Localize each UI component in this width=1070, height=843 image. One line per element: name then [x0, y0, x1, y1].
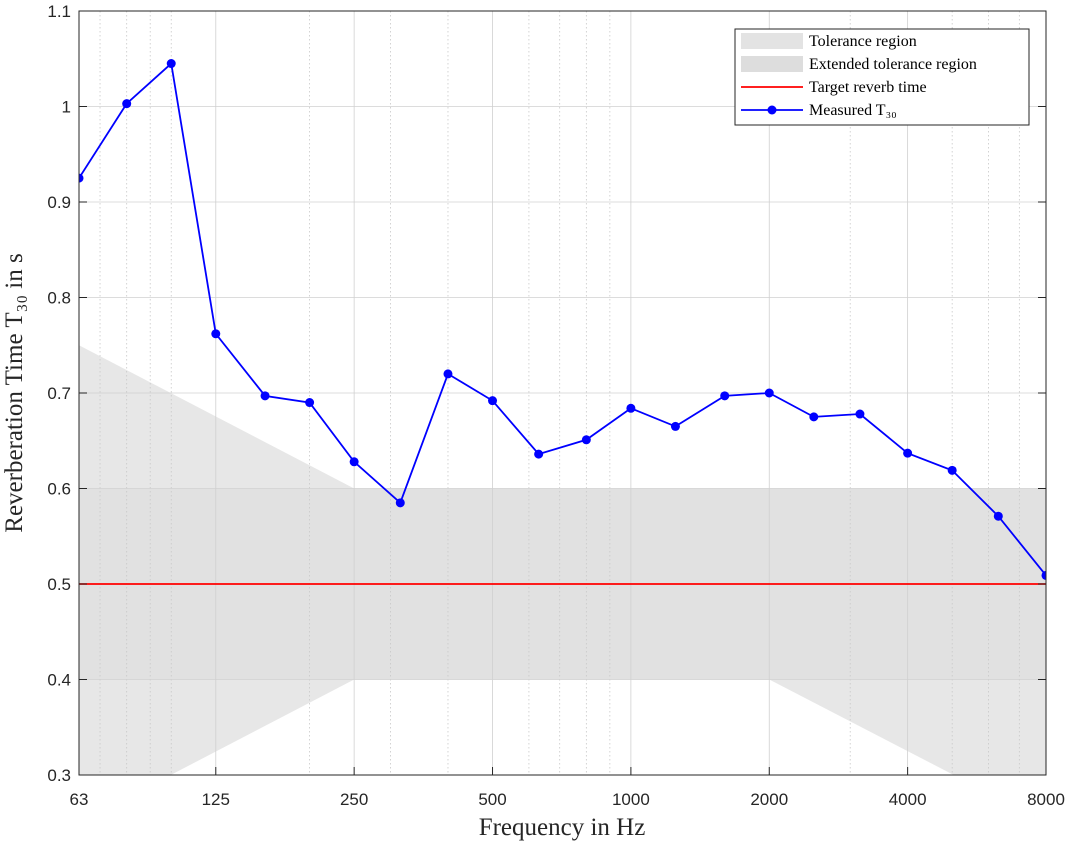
y-tick-label: 1.1: [47, 2, 71, 21]
data-point: [349, 457, 359, 467]
data-point: [581, 435, 591, 445]
data-point: [764, 388, 774, 398]
x-tick-label: 4000: [889, 790, 927, 809]
y-tick-label: 0.4: [47, 671, 71, 690]
x-tick-label: 8000: [1027, 790, 1065, 809]
data-point: [305, 398, 315, 408]
data-point: [670, 421, 680, 431]
x-tick-label: 250: [340, 790, 368, 809]
legend-swatch: [741, 56, 803, 72]
data-point: [122, 99, 132, 109]
legend-marker: [767, 105, 777, 115]
data-point: [211, 329, 221, 339]
data-point: [166, 59, 176, 69]
x-tick-label: 63: [70, 790, 89, 809]
x-tick-label: 1000: [612, 790, 650, 809]
x-tick-label: 500: [478, 790, 506, 809]
x-axis-label: Frequency in Hz: [479, 814, 646, 841]
x-tick-label: 2000: [750, 790, 788, 809]
y-tick-label: 1: [62, 98, 71, 117]
series: [79, 59, 1046, 585]
y-tick-label: 0.9: [47, 193, 71, 212]
tolerance-area: [79, 345, 1046, 775]
y-tick-label: 0.5: [47, 575, 71, 594]
data-point: [488, 396, 498, 406]
y-tick-label: 0.3: [47, 766, 71, 785]
series-line: [79, 61, 1046, 576]
data-point: [809, 412, 819, 422]
data-point: [534, 449, 544, 459]
legend-label: Target reverb time: [809, 79, 927, 96]
data-point: [79, 173, 84, 183]
data-point: [626, 403, 636, 413]
y-axis-label: Reverberation Time T₃₀ in s: [1, 253, 28, 532]
x-tick-label: 125: [202, 790, 230, 809]
legend: Tolerance region Extended tolerance regio…: [734, 28, 1030, 126]
y-tick-label: 0.6: [47, 480, 71, 499]
legend-swatch: [741, 33, 803, 49]
data-point: [395, 498, 405, 508]
data-point: [720, 391, 730, 401]
legend-label: Tolerance region: [809, 33, 917, 50]
ticks: 63 125 250 500 1000 2000 4000 8000 0.3 0.4 0.5 0.6 0…: [47, 2, 1065, 809]
y-tick-label: 0.8: [47, 289, 71, 308]
legend-label: Measured T₃₀: [809, 102, 897, 119]
data-point: [947, 465, 957, 475]
data-point: [443, 369, 453, 379]
data-point: [855, 409, 865, 419]
legend-label: Extended tolerance region: [809, 56, 977, 73]
data-point: [260, 391, 270, 401]
data-point: [903, 448, 913, 458]
y-tick-label: 0.7: [47, 384, 71, 403]
data-point: [993, 511, 1003, 521]
data-point: [1041, 570, 1046, 580]
